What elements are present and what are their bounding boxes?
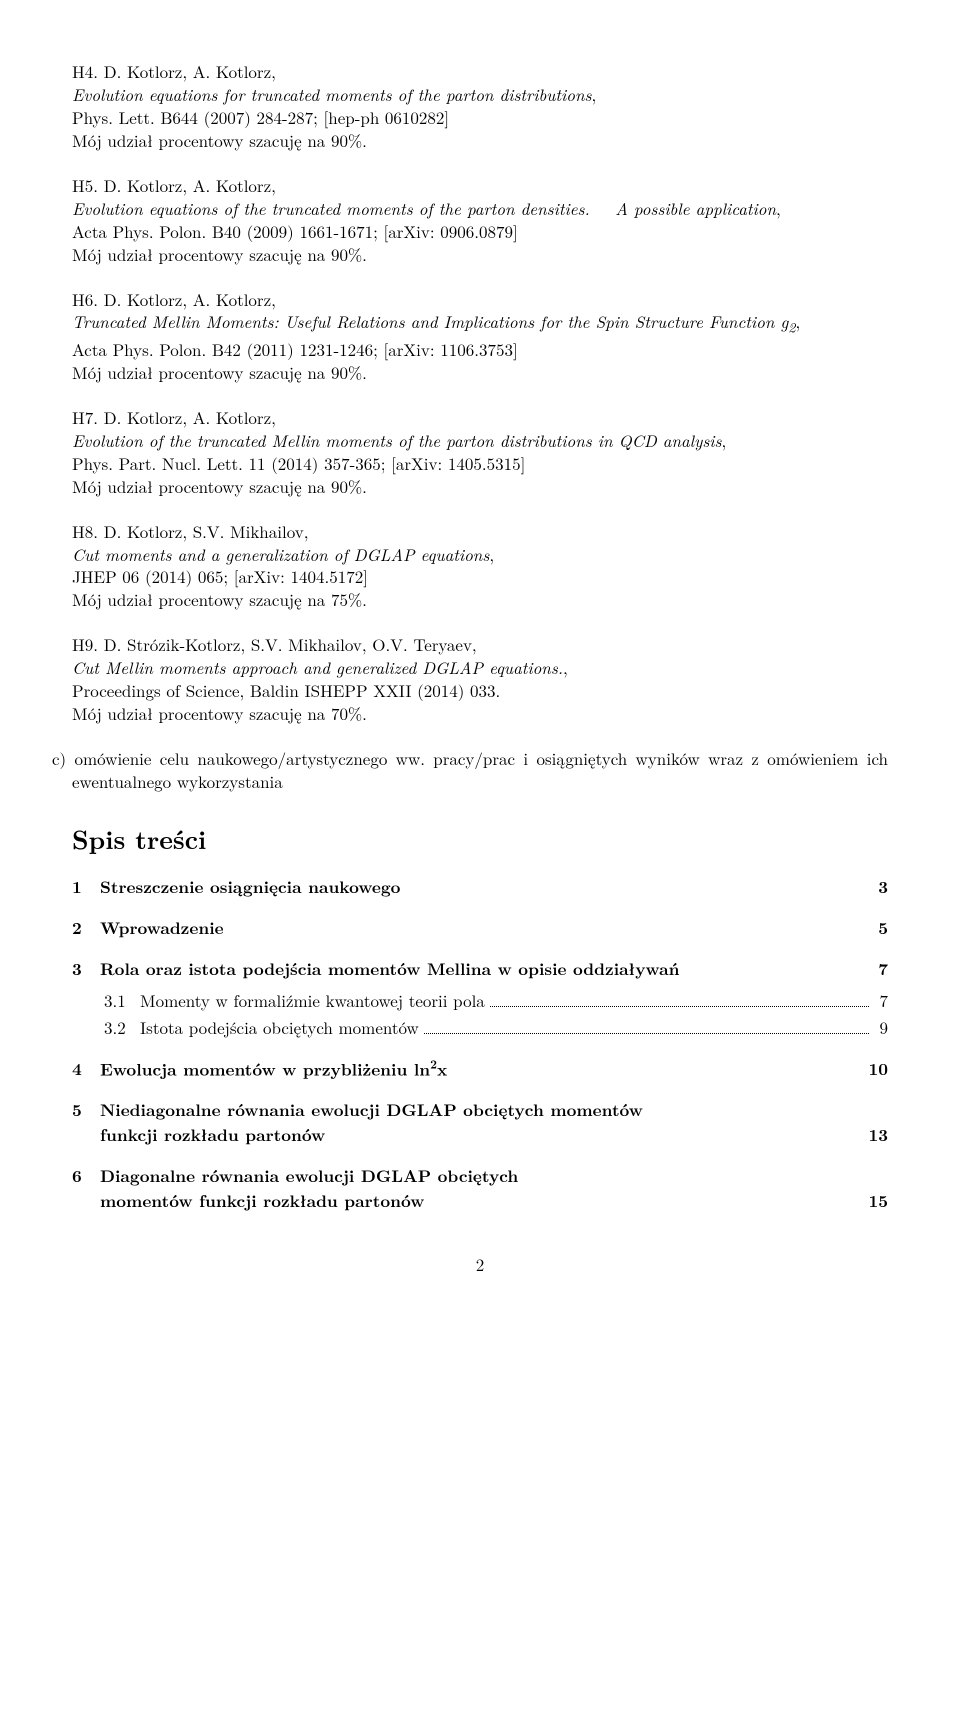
toc-line1: 5Niediagonalne równania ewolucji DGLAP o…: [72, 1099, 888, 1122]
toc-page: 7: [872, 958, 888, 981]
toc-num: 3: [72, 958, 100, 981]
toc-num: 2: [72, 917, 100, 940]
toc-line1: 6Diagonalne równania ewolucji DGLAP obci…: [72, 1165, 888, 1188]
toc-item-6: 6Diagonalne równania ewolucji DGLAP obci…: [72, 1165, 888, 1213]
ref-citation: Phys. Lett. B644 (2007) 284-287; [hep-ph…: [72, 106, 888, 129]
toc-label: Rola oraz istota podejścia momentów Mell…: [100, 958, 679, 981]
ref-header: H6. D. Kotlorz, A. Kotlorz,: [72, 288, 888, 311]
ref-title: Truncated Mellin Moments: Useful Relatio…: [72, 310, 888, 338]
toc-page: 15: [862, 1190, 888, 1213]
toc-label: Streszczenie osiągnięcia naukowego: [100, 876, 400, 899]
toc-item-3: 3 Rola oraz istota podejścia momentów Me…: [72, 958, 888, 1039]
toc-page: 10: [862, 1058, 888, 1081]
ref-title: Evolution equations for truncated moment…: [72, 83, 888, 106]
toc-item-2: 2 Wprowadzenie 5: [72, 917, 888, 940]
reference-h4: H4. D. Kotlorz, A. Kotlorz, Evolution eq…: [72, 60, 888, 152]
toc-spacer: [405, 879, 867, 893]
ref-share: Mój udział procentowy szacuję na 90%.: [72, 475, 888, 498]
toc-label: Momenty w formaliźmie kwantowej teorii p…: [140, 989, 485, 1012]
ref-header: H8. D. Kotlorz, S.V. Mikhailov,: [72, 520, 888, 543]
toc-title: Spis treści: [72, 821, 888, 856]
toc-page: 3: [872, 876, 888, 899]
toc-spacer: [229, 920, 868, 934]
section-c-text: omówienie celu naukowego/artystycznego w…: [72, 746, 888, 793]
toc-spacer: [429, 1194, 857, 1208]
ref-citation: Phys. Part. Nucl. Lett. 11 (2014) 357-36…: [72, 452, 888, 475]
ref-header: H7. D. Kotlorz, A. Kotlorz,: [72, 406, 888, 429]
toc-num: 3.2: [104, 1016, 140, 1039]
toc-item-1: 1 Streszczenie osiągnięcia naukowego 3: [72, 876, 888, 899]
toc-label: Ewolucja momentów w przybliżeniu ln2x: [100, 1057, 447, 1082]
ref-title: Cut moments and a generalization of DGLA…: [72, 543, 888, 566]
toc-spacer: [452, 1062, 857, 1076]
ref-share: Mój udział procentowy szacuję na 90%.: [72, 129, 888, 152]
ref-share: Mój udział procentowy szacuję na 70%.: [72, 702, 888, 725]
toc-num: 4: [72, 1058, 100, 1081]
ref-citation: JHEP 06 (2014) 065; [arXiv: 1404.5172]: [72, 565, 888, 588]
section-c-prefix: c): [52, 746, 66, 770]
reference-h9: H9. D. Strózik-Kotlorz, S.V. Mikhailov, …: [72, 633, 888, 725]
ref-share: Mój udział procentowy szacuję na 75%.: [72, 588, 888, 611]
ref-share: Mój udział procentowy szacuję na 90%.: [72, 243, 888, 266]
ref-share: Mój udział procentowy szacuję na 90%.: [72, 361, 888, 384]
toc-item-4: 4 Ewolucja momentów w przybliżeniu ln2x …: [72, 1057, 888, 1082]
ref-citation: Acta Phys. Polon. B40 (2009) 1661-1671; …: [72, 220, 888, 243]
toc-num: 3.1: [104, 989, 140, 1012]
ref-citation: Acta Phys. Polon. B42 (2011) 1231-1246; …: [72, 338, 888, 361]
ref-header: H9. D. Strózik-Kotlorz, S.V. Mikhailov, …: [72, 633, 888, 656]
toc-sub-3-1: 3.1 Momenty w formaliźmie kwantowej teor…: [72, 989, 888, 1012]
reference-h8: H8. D. Kotlorz, S.V. Mikhailov, Cut mome…: [72, 520, 888, 612]
section-c: c) omówienie celu naukowego/artystyczneg…: [52, 747, 888, 793]
toc-page: 13: [862, 1124, 888, 1147]
toc-page: 7: [874, 989, 889, 1012]
toc-page: 5: [872, 917, 888, 940]
toc-spacer: [684, 961, 867, 975]
toc-num: 1: [72, 876, 100, 899]
toc-page: 9: [874, 1016, 889, 1039]
toc-spacer: [330, 1128, 857, 1142]
page-number: 2: [72, 1253, 888, 1276]
toc-dots: [490, 992, 869, 1007]
toc-label: funkcji rozkładu partonów: [100, 1124, 325, 1147]
ref-citation: Proceedings of Science, Baldin ISHEPP XX…: [72, 679, 888, 702]
ref-title: Evolution equations of the truncated mom…: [72, 197, 888, 220]
toc-label: Wprowadzenie: [100, 917, 224, 940]
reference-h5: H5. D. Kotlorz, A. Kotlorz, Evolution eq…: [72, 174, 888, 266]
toc-sub-3-2: 3.2 Istota podejścia obciętych momentów …: [72, 1016, 888, 1039]
ref-title: Evolution of the truncated Mellin moment…: [72, 429, 888, 452]
reference-h7: H7. D. Kotlorz, A. Kotlorz, Evolution of…: [72, 406, 888, 498]
ref-title: Cut Mellin moments approach and generali…: [72, 656, 888, 679]
ref-header: H5. D. Kotlorz, A. Kotlorz,: [72, 174, 888, 197]
toc-dots: [424, 1019, 869, 1034]
ref-header: H4. D. Kotlorz, A. Kotlorz,: [72, 60, 888, 83]
reference-h6: H6. D. Kotlorz, A. Kotlorz, Truncated Me…: [72, 288, 888, 384]
toc-label: Istota podejścia obciętych momentów: [140, 1016, 419, 1039]
toc-item-5: 5Niediagonalne równania ewolucji DGLAP o…: [72, 1099, 888, 1147]
toc-label: momentów funkcji rozkładu partonów: [100, 1190, 424, 1213]
